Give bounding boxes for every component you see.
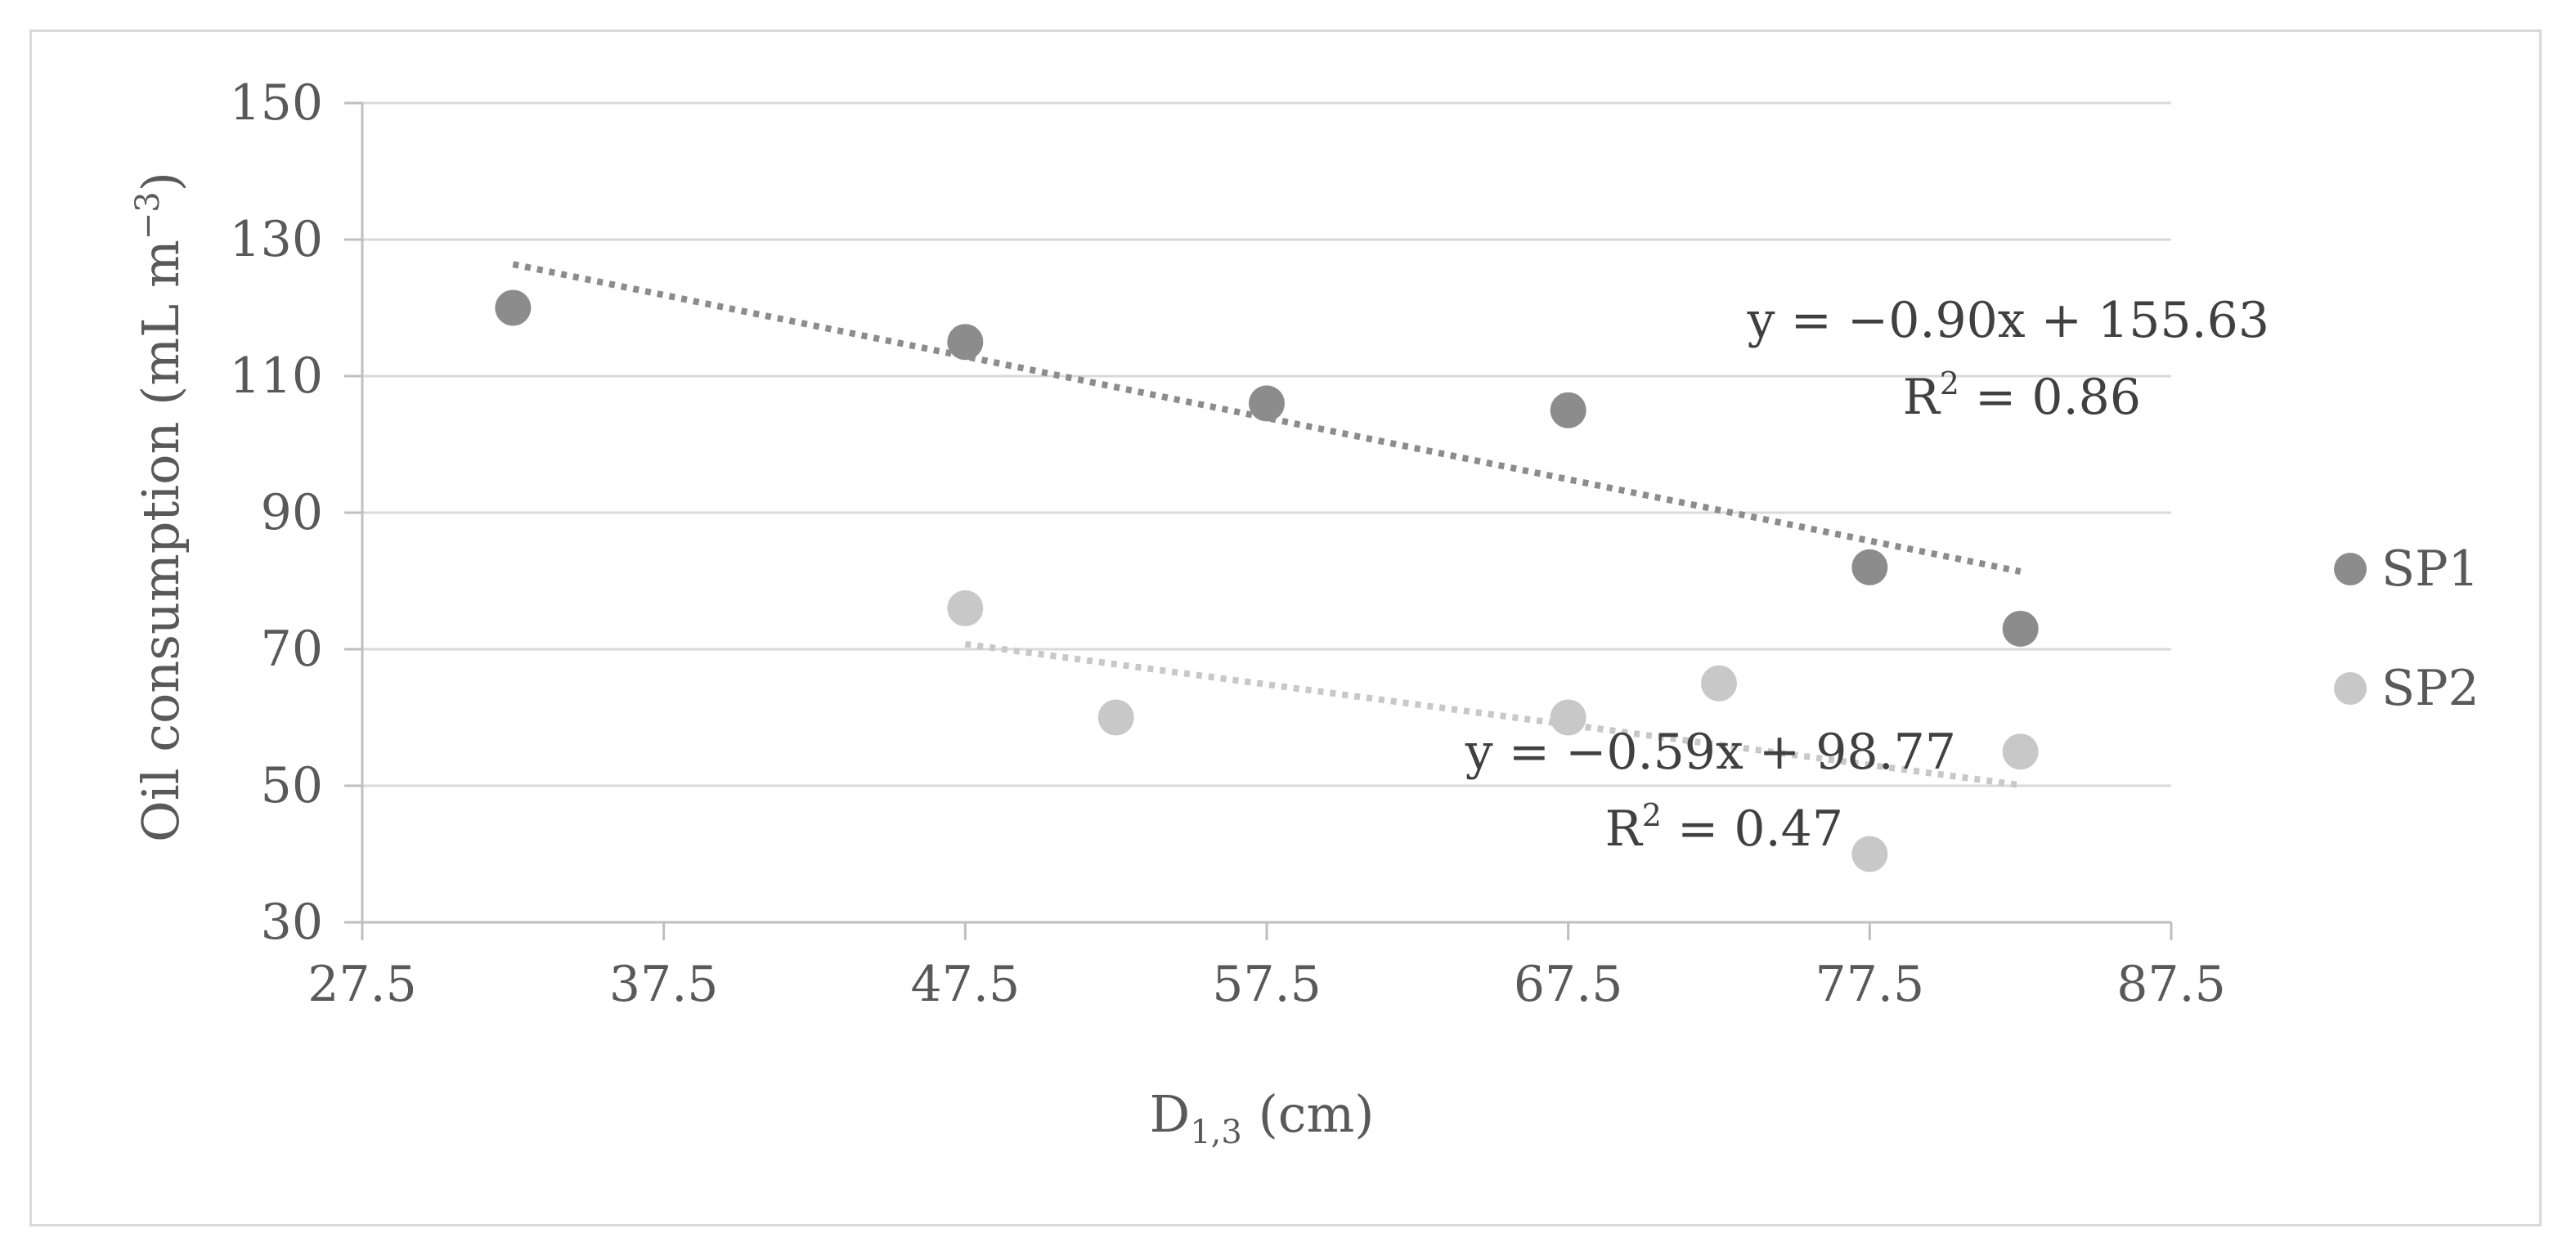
sp2-annotation: y = −0.59x + 98.77 R2 = 0.47 xyxy=(1465,724,1956,858)
x-axis-title-sub: 1,3 xyxy=(1190,1114,1242,1151)
axes xyxy=(344,101,2173,940)
legend: SP1 SP2 xyxy=(2334,540,2480,717)
sp2-r2-prefix: R xyxy=(1605,800,1644,858)
legend-sp2-label: SP2 xyxy=(2381,660,2480,717)
y-axis-title: Oil consumption (mL m−3) xyxy=(129,172,191,842)
legend-sp1-marker xyxy=(2334,553,2367,585)
sp1-point xyxy=(1249,385,1285,422)
sp2-point xyxy=(947,590,984,626)
sp1-r2-rest: = 0.86 xyxy=(1959,369,2141,426)
x-tick-label-77.5: 77.5 xyxy=(1815,956,1925,1013)
sp1-point xyxy=(1550,392,1586,428)
chart-frame xyxy=(29,29,2542,1226)
data-points xyxy=(495,289,2039,872)
sp1-r-squared: R2 = 0.86 xyxy=(1903,365,2141,426)
sp2-equation: y = −0.59x + 98.77 xyxy=(1465,724,1956,781)
sp2-point xyxy=(2002,733,2039,770)
x-tick-label-87.5: 87.5 xyxy=(2116,956,2226,1013)
legend-sp1-label: SP1 xyxy=(2381,540,2480,598)
sp2-r2-sup: 2 xyxy=(1642,797,1662,833)
y-axis-title-close: ) xyxy=(131,172,191,191)
y-tick-label-110: 110 xyxy=(229,348,323,405)
x-axis-title: D1,3 (cm) xyxy=(1150,1084,1375,1151)
sp1-point xyxy=(1851,549,1888,585)
y-tick-label-70: 70 xyxy=(261,621,323,678)
sp1-point xyxy=(947,324,984,361)
sp2-point xyxy=(1701,665,1737,702)
sp1-annotation: y = −0.90x + 155.63 R2 = 0.86 xyxy=(1747,292,2269,426)
x-tick-label-27.5: 27.5 xyxy=(307,956,417,1013)
sp2-trendline xyxy=(964,640,2022,789)
sp2-point xyxy=(1851,836,1888,872)
y-tick-label-50: 50 xyxy=(261,757,323,814)
x-tick-label-37.5: 37.5 xyxy=(609,956,719,1013)
sp1-equation: y = −0.90x + 155.63 xyxy=(1747,292,2269,349)
y-axis-title-sup: −3 xyxy=(129,191,167,240)
sp1-r2-prefix: R xyxy=(1903,369,1941,426)
trendlines xyxy=(512,261,2022,789)
y-tick-label-130: 130 xyxy=(229,211,323,268)
y-tick-label-150: 150 xyxy=(229,74,323,132)
y-tick-labels: 30 50 70 90 110 130 150 xyxy=(229,74,323,951)
x-tick-label-57.5: 57.5 xyxy=(1212,956,1322,1013)
x-axis-title-unit: (cm) xyxy=(1242,1084,1375,1144)
sp2-point xyxy=(1550,699,1586,736)
x-axis-title-main: D xyxy=(1150,1084,1191,1144)
sp2-r2-rest: = 0.47 xyxy=(1662,800,1843,858)
gridlines xyxy=(362,101,2171,787)
sp1-point xyxy=(495,289,532,326)
sp2-point xyxy=(1097,699,1134,736)
sp1-r2-sup: 2 xyxy=(1940,365,1959,401)
y-axis-title-main: Oil consumption (mL m xyxy=(131,240,191,842)
sp1-point xyxy=(2002,610,2039,647)
x-tick-label-67.5: 67.5 xyxy=(1514,956,1623,1013)
x-tick-labels: 27.5 37.5 47.5 57.5 67.5 77.5 87.5 xyxy=(307,956,2226,1013)
legend-sp2-marker xyxy=(2334,672,2367,705)
x-tick-label-47.5: 47.5 xyxy=(911,956,1021,1013)
y-tick-label-90: 90 xyxy=(261,484,323,541)
y-tick-label-30: 30 xyxy=(261,894,323,951)
sp2-r-squared: R2 = 0.47 xyxy=(1605,797,1843,858)
